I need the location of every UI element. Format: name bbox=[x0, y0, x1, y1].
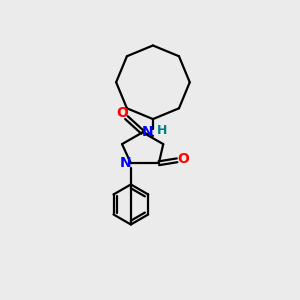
Text: N: N bbox=[142, 125, 154, 139]
Text: O: O bbox=[177, 152, 189, 166]
Text: O: O bbox=[116, 106, 128, 120]
Text: H: H bbox=[157, 124, 168, 137]
Text: N: N bbox=[120, 156, 131, 170]
